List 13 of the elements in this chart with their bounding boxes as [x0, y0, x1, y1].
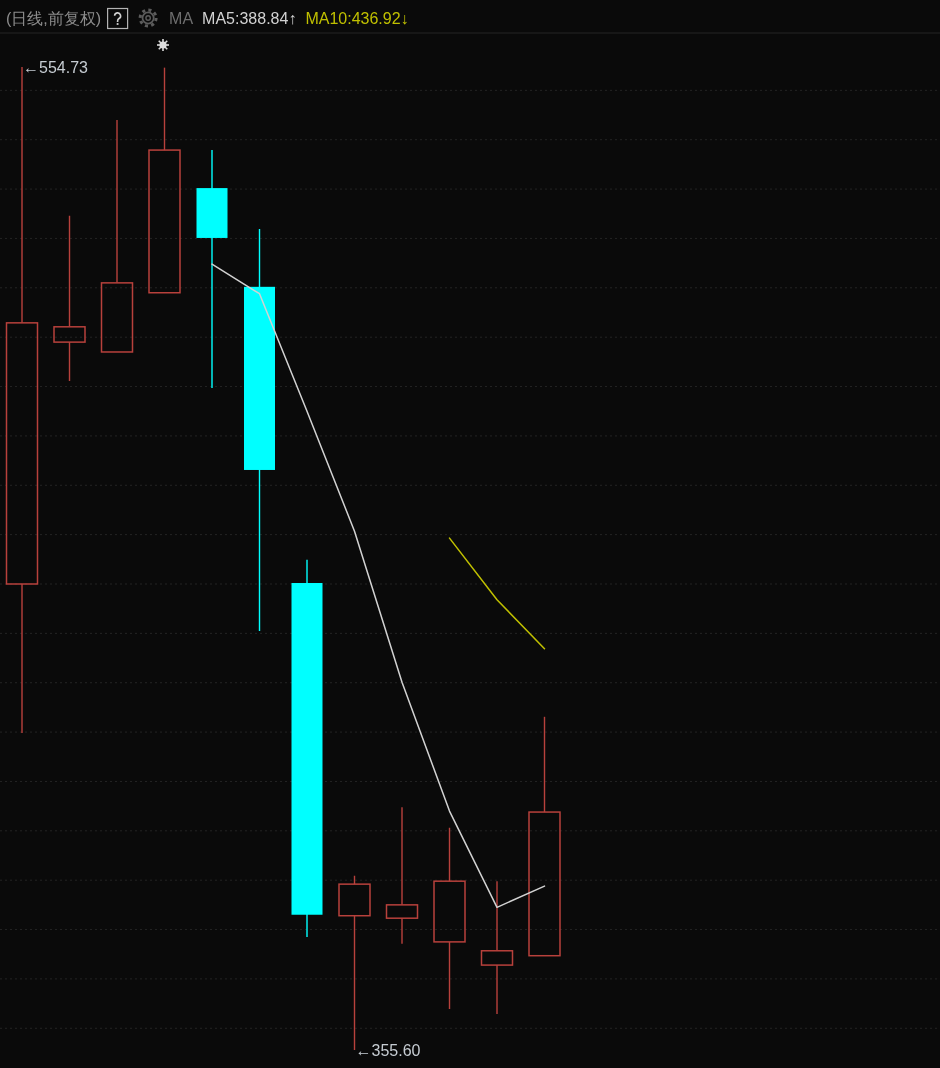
text: MA10:436.92↓ [305, 9, 409, 27]
candlestick [528, 716, 561, 957]
legend-title: MA [169, 9, 194, 27]
text: MA5:388.84↑ [202, 9, 297, 27]
candlestick [385, 806, 419, 945]
candlestick [433, 827, 466, 1010]
candlestick [100, 119, 134, 353]
candlestick [148, 66, 181, 294]
annotation: ←355.60 [355, 1041, 421, 1059]
chart-subtitle: (日线,前复权) [6, 9, 102, 27]
annotation: ←554.73 [23, 58, 89, 76]
candlestick [480, 880, 514, 1015]
candlestick [53, 215, 86, 382]
